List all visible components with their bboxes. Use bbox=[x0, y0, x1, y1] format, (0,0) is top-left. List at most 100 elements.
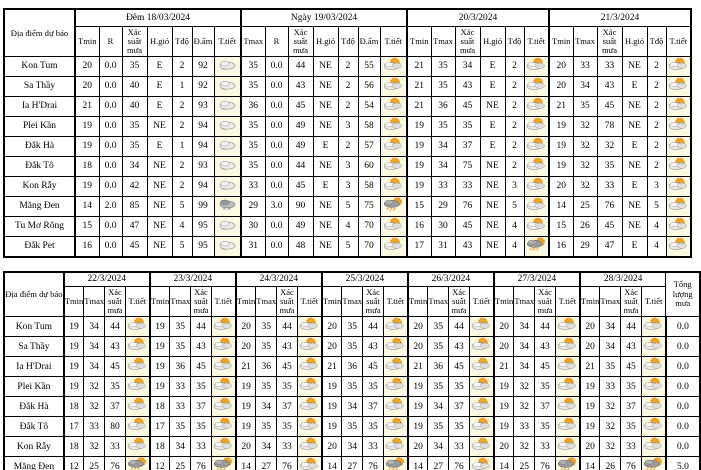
value-cell: 36 bbox=[430, 95, 456, 117]
value-cell: 0.0 bbox=[264, 75, 289, 97]
value-cell: 12 bbox=[148, 456, 171, 470]
weather-cell bbox=[213, 235, 242, 257]
col-header: H.gió bbox=[312, 25, 339, 57]
value-cell: 43 bbox=[534, 336, 556, 357]
value-cell: 58 bbox=[357, 115, 381, 137]
value-cell: 2 bbox=[504, 135, 525, 157]
value-cell: NE bbox=[146, 215, 173, 237]
col-header: H.gió bbox=[479, 25, 506, 57]
sun-cloud-icon bbox=[642, 337, 665, 352]
value-cell: 76 bbox=[276, 456, 298, 470]
value-cell: NE bbox=[146, 175, 173, 197]
value-cell: 0.0 bbox=[264, 175, 289, 197]
value-cell: 21 bbox=[320, 356, 343, 377]
col-header: Tđộ bbox=[646, 25, 667, 57]
sun-cloud-icon bbox=[525, 97, 548, 111]
date-group-header: 22/3/2024 bbox=[62, 271, 151, 287]
col-header: Tmin bbox=[62, 286, 85, 317]
value-cell: 33 bbox=[513, 416, 536, 437]
value-cell: 2 bbox=[646, 55, 667, 77]
value-cell: 33 bbox=[430, 175, 456, 197]
sun-cloud-icon bbox=[126, 397, 149, 412]
sun-cloud-icon bbox=[298, 357, 321, 372]
value-cell: 45 bbox=[596, 95, 623, 117]
value-cell: 33 bbox=[596, 175, 623, 197]
weather-cell bbox=[382, 356, 409, 377]
weather-cell bbox=[665, 175, 692, 197]
value-cell: 33 bbox=[276, 436, 298, 457]
value-cell: 93 bbox=[191, 95, 215, 117]
value-cell: 99 bbox=[191, 195, 215, 217]
value-cell: 30 bbox=[430, 215, 456, 237]
col-header: Tmax bbox=[572, 25, 598, 57]
weather-cell bbox=[665, 95, 692, 117]
value-cell: 37 bbox=[534, 396, 556, 417]
value-cell: 45 bbox=[534, 356, 556, 377]
total-rain-cell: 0.0 bbox=[664, 316, 701, 337]
value-cell: 35 bbox=[169, 316, 192, 337]
value-cell: 25 bbox=[572, 195, 598, 217]
value-cell: 19 bbox=[148, 356, 171, 377]
value-cell: 19 bbox=[74, 135, 100, 157]
weather-cell bbox=[665, 135, 692, 157]
weather-cell bbox=[523, 215, 550, 237]
value-cell: E bbox=[621, 235, 648, 257]
value-cell: E bbox=[479, 135, 506, 157]
value-cell: 35 bbox=[121, 115, 148, 137]
value-cell: 3 bbox=[504, 175, 525, 197]
col-header: Xác suất mưa bbox=[620, 286, 642, 317]
value-cell: 43 bbox=[454, 235, 481, 257]
storm-icon bbox=[382, 197, 405, 211]
value-cell: 95 bbox=[191, 215, 215, 237]
value-cell: 21 bbox=[406, 75, 432, 97]
weather-cell bbox=[213, 135, 242, 157]
value-cell: 21 bbox=[406, 356, 429, 377]
value-cell: 47 bbox=[596, 235, 623, 257]
table-row: Kon Tum 19 34 44 19 35 44 20 35 44 20 35 44 20 35 44 20 3… bbox=[3, 316, 701, 337]
total-rain-cell: 0.0 bbox=[664, 336, 701, 357]
value-cell: 90 bbox=[287, 195, 314, 217]
col-header: Tmax bbox=[83, 286, 106, 317]
table-row: Măng Đen 12 25 76 12 25 76 14 27 76 14 27 76 14 27 76 14… bbox=[3, 456, 701, 470]
weather-cell bbox=[296, 356, 323, 377]
weather-cell bbox=[665, 55, 692, 77]
weather-cell bbox=[210, 336, 237, 357]
corner-label: Địa điểm dự báo bbox=[3, 8, 76, 57]
value-cell: 34 bbox=[513, 336, 536, 357]
value-cell: 35 bbox=[427, 376, 450, 397]
value-cell: 85 bbox=[121, 195, 148, 217]
weather-cell bbox=[382, 436, 409, 457]
value-cell: 19 bbox=[548, 155, 574, 177]
location-cell: Sa Thầy bbox=[3, 75, 76, 97]
value-cell: 20 bbox=[406, 336, 429, 357]
value-cell: 0.0 bbox=[98, 55, 123, 77]
weather-cell bbox=[124, 356, 151, 377]
weather-cell bbox=[296, 456, 323, 470]
value-cell: 36 bbox=[169, 356, 192, 377]
value-cell: 94 bbox=[191, 175, 215, 197]
sun-cloud-icon bbox=[470, 397, 493, 412]
value-cell: 43 bbox=[620, 336, 642, 357]
value-cell: NE bbox=[146, 155, 173, 177]
forecast-table-18-21: Địa điểm dự báo Đêm 18/03/2024 Ngày 19/03/… bbox=[3, 8, 692, 258]
value-cell: 35 bbox=[240, 155, 266, 177]
value-cell: 2 bbox=[171, 175, 193, 197]
value-cell: 21 bbox=[492, 356, 515, 377]
table-row: Đắk Hà 19 0.0 35 E 1 94 35 0.0 49 E 2 57 19 34 37 E 2 19 32… bbox=[3, 135, 692, 157]
value-cell: 32 bbox=[513, 396, 536, 417]
value-cell: 43 bbox=[596, 75, 623, 97]
value-cell: 2 bbox=[337, 75, 359, 97]
value-cell: 35 bbox=[240, 55, 266, 77]
location-cell: Sa Thầy bbox=[3, 336, 65, 357]
value-cell: 35 bbox=[341, 336, 364, 357]
col-header: Tmax bbox=[430, 25, 456, 57]
value-cell: 1 bbox=[171, 135, 193, 157]
value-cell: 0.0 bbox=[98, 75, 123, 97]
weather-cell bbox=[213, 215, 242, 237]
value-cell: 44 bbox=[287, 55, 314, 77]
storm-icon bbox=[556, 457, 579, 470]
sun-cloud-icon bbox=[382, 137, 405, 151]
col-header: Tmax bbox=[341, 286, 364, 317]
value-cell: 19 bbox=[62, 336, 85, 357]
weather-cell bbox=[665, 235, 692, 257]
